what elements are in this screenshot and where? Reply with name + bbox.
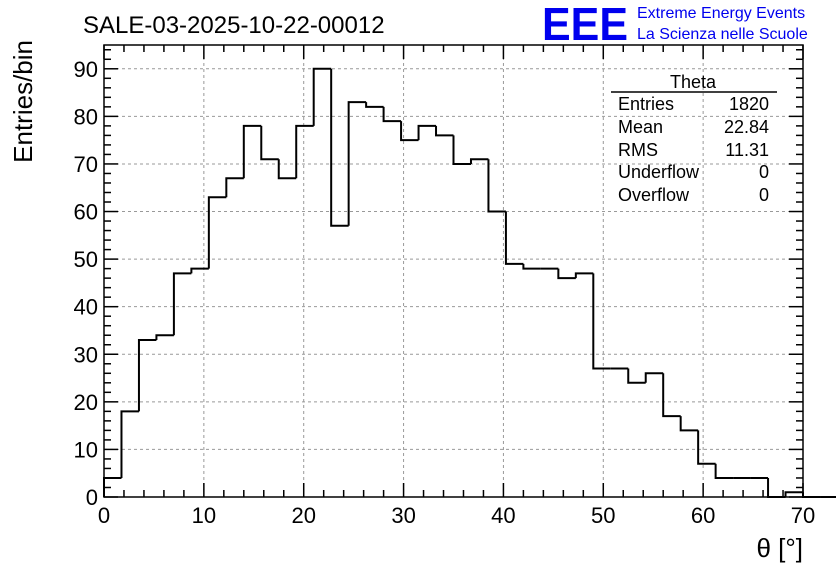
x-tick-label: 40 [491,503,515,528]
x-tick-label: 10 [192,503,216,528]
y-tick-label: 40 [74,295,98,320]
stats-label: Overflow [618,185,690,205]
histogram-bin [487,159,506,213]
histogram-bin [417,124,437,141]
histogram-bin [260,125,279,161]
y-axis-title: Entries/bin [8,40,38,163]
histogram-bin [225,177,244,198]
x-tick-label: 20 [291,503,315,528]
histogram-bin [697,430,716,465]
histogram-bin [312,67,332,126]
histogram-bin [120,410,139,478]
stats-label: Entries [618,94,674,114]
y-tick-labels: 0 10 20 30 40 50 60 70 80 90 [74,57,98,510]
stats-label: Mean [618,117,663,137]
stats-row: Underflow 0 [618,162,769,182]
eee-logo-line1: Extreme Energy Events [637,5,805,22]
histogram-bars [103,67,836,498]
histogram-bin [365,102,384,108]
x-tick-labels: 0 10 20 30 40 50 60 70 [98,503,815,528]
stats-value: 22.84 [724,117,769,137]
histogram-bin [347,101,367,226]
histogram-bin [172,272,192,336]
histogram-bin [435,125,454,137]
histogram-bin [522,263,541,270]
y-tick-label: 60 [74,200,98,225]
histogram-bin [330,68,349,227]
x-axis-title: θ [°] [756,533,803,563]
grid-lines [104,45,803,497]
stats-label: RMS [618,140,658,160]
eee-logo-mark: EEE [542,0,628,50]
y-tick-label: 90 [74,57,98,82]
stats-value: 0 [759,162,769,182]
x-tick-label: 30 [391,503,415,528]
histogram-bin [469,158,489,164]
axis-ticks [103,45,804,498]
eee-logo-line2: La Scienza nelle Scuole [637,26,808,43]
stats-row: RMS 11.31 [618,140,769,160]
y-tick-label: 10 [74,437,98,462]
x-tick-label: 60 [691,503,715,528]
histogram-bin [679,416,699,432]
histogram-bin [714,463,734,479]
stats-label: Underflow [618,162,700,182]
x-tick-label: 70 [791,503,815,528]
histogram-bin [627,368,646,384]
histogram-bin [784,491,803,497]
y-tick-label: 30 [74,342,98,367]
histogram-bin [207,196,227,269]
stats-title: Theta [670,72,717,92]
stats-value: 1820 [729,94,769,114]
histogram-bin [137,338,157,412]
y-tick-label: 20 [74,390,98,415]
eee-logo: EEE Extreme Energy Events La Scienza nel… [542,0,808,50]
histogram-bin [644,372,664,383]
histogram-bin [574,272,594,279]
stats-row: Mean 22.84 [618,117,769,137]
stats-row: Entries 1820 [618,94,769,114]
stats-value: 0 [759,185,769,205]
histogram-bin [277,159,297,180]
histogram-bin [295,124,314,179]
x-tick-label: 50 [591,503,615,528]
histogram-bin [662,373,681,418]
stats-box: Theta Entries 1820 Mean 22.84 RMS 11.31 … [611,72,777,205]
plot-frame [103,44,804,498]
histogram-bin [452,135,471,165]
y-tick-label: 70 [74,152,98,177]
stats-value: 11.31 [725,140,769,160]
histogram-bin [592,273,611,370]
histogram-bin [802,492,821,498]
histogram-bin [155,334,174,340]
x-tick-label: 0 [98,503,110,528]
y-tick-label: 50 [74,247,98,272]
histogram-bin [190,267,209,274]
histogram-bin [557,268,576,280]
histogram-bin [382,106,402,123]
y-tick-label: 0 [86,485,98,510]
histogram-bin [400,121,419,142]
chart-title: SALE-03-2025-10-22-00012 [83,12,385,39]
y-tick-label: 80 [74,104,98,129]
histogram-bin [504,211,524,265]
histogram-bin [242,124,262,179]
stats-row: Overflow 0 [618,185,769,205]
